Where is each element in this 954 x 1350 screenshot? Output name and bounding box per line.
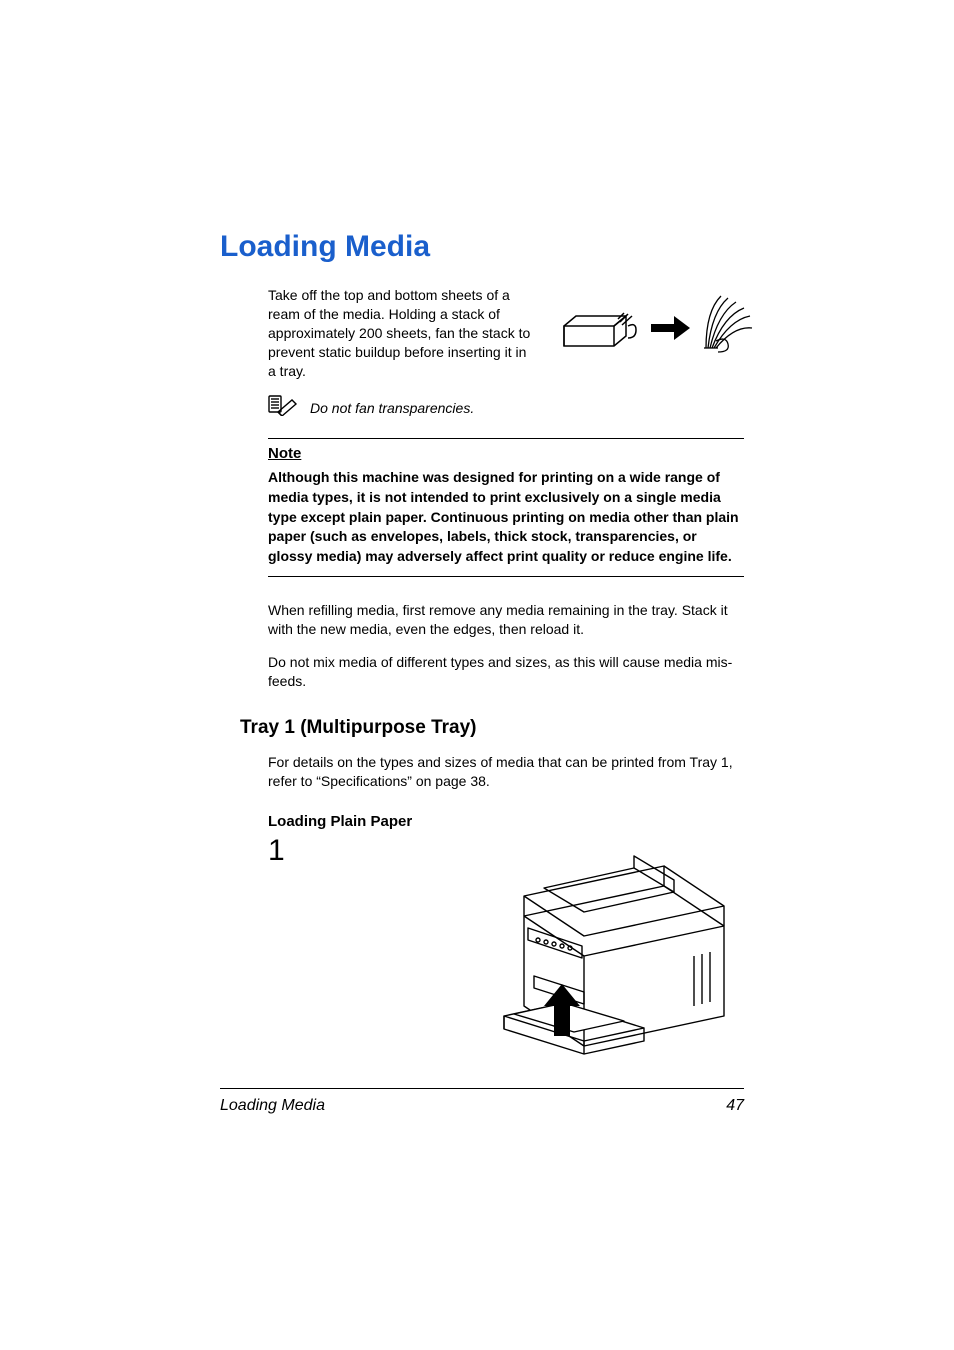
page-number: 47 bbox=[726, 1097, 744, 1115]
note-body: Although this machine was designed for p… bbox=[268, 468, 744, 566]
step-1-row: 1 bbox=[268, 836, 744, 1056]
step-number: 1 bbox=[268, 836, 285, 866]
page-footer: Loading Media 47 bbox=[220, 1088, 744, 1115]
page-heading: Loading Media bbox=[220, 230, 744, 264]
note-label: Note bbox=[268, 445, 744, 462]
intro-paragraph: Take off the top and bottom sheets of a … bbox=[268, 286, 538, 380]
intro-row: Take off the top and bottom sheets of a … bbox=[268, 286, 744, 380]
document-page: Loading Media Take off the top and botto… bbox=[0, 0, 954, 1350]
fan-paper-illustration bbox=[556, 286, 756, 356]
tip-text: Do not fan transparencies. bbox=[310, 400, 474, 416]
note-pencil-icon bbox=[268, 394, 298, 421]
footer-section-title: Loading Media bbox=[220, 1097, 325, 1115]
mix-paragraph: Do not mix media of different types and … bbox=[268, 653, 744, 691]
printer-illustration bbox=[484, 836, 744, 1056]
note-block: Note Although this machine was designed … bbox=[268, 438, 744, 577]
loading-plain-paper-heading: Loading Plain Paper bbox=[268, 813, 744, 830]
tip-row: Do not fan transparencies. bbox=[268, 394, 744, 421]
tray1-detail: For details on the types and sizes of me… bbox=[268, 753, 744, 791]
tray1-heading: Tray 1 (Multipurpose Tray) bbox=[240, 717, 744, 739]
refill-paragraph: When refilling media, first remove any m… bbox=[268, 601, 744, 639]
